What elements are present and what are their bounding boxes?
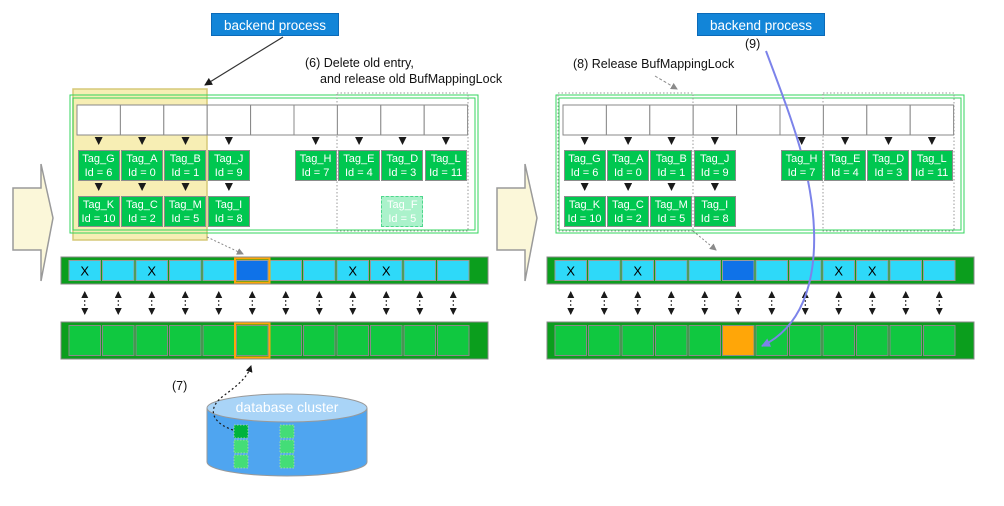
pool-page: [202, 325, 235, 356]
old-entry-partition-region: [822, 92, 955, 232]
descriptor-cell-target: [722, 260, 755, 281]
hash-slot: [119, 104, 165, 136]
pool-page: [588, 325, 621, 356]
disk-page-target: [233, 424, 249, 439]
invalid-mark: X: [566, 264, 575, 279]
hash-slot: [423, 104, 469, 136]
hash-slot: [649, 104, 694, 136]
hash-slot: [336, 104, 382, 136]
pool-page: [68, 325, 101, 356]
disk-page: [279, 439, 295, 454]
descriptor-cell: [621, 260, 654, 281]
descriptor-cell: [135, 260, 168, 281]
invalid-mark: X: [147, 264, 156, 279]
hash-slot: [692, 104, 738, 136]
disk-page: [233, 454, 249, 469]
disk-page: [279, 424, 295, 439]
pool-page: [135, 325, 168, 356]
descriptor-cell: [688, 260, 721, 281]
descriptor-cell: [68, 260, 101, 281]
hash-slot: [909, 104, 955, 136]
descriptor-cell: [789, 260, 822, 281]
pool-page: [169, 325, 202, 356]
hash-slot: [206, 104, 252, 136]
descriptor-cell: [822, 260, 855, 281]
step7-read-page-arrow: [212, 365, 253, 431]
descriptor-cell: [856, 260, 889, 281]
step9-read-arrow: [761, 50, 816, 347]
descriptor-cell: [889, 260, 922, 281]
descriptor-cell: [169, 260, 202, 281]
descriptor-cell: [102, 260, 135, 281]
descriptor-cell: [554, 260, 587, 281]
descriptor-cell: [923, 260, 956, 281]
invalid-mark: X: [868, 264, 877, 279]
pool-page: [370, 325, 403, 356]
descriptor-cell: [755, 260, 788, 281]
hash-slot: [605, 104, 651, 136]
descriptor-cell: [655, 260, 688, 281]
hash-slot: [866, 104, 911, 136]
invalid-mark: X: [633, 264, 642, 279]
pool-page: [554, 325, 587, 356]
invalid-mark: X: [80, 264, 89, 279]
descriptor-cell: [588, 260, 621, 281]
descriptor-cell: [336, 260, 369, 281]
flow-step-arrow: [496, 163, 538, 282]
buffer-table-outer: [69, 94, 479, 234]
descriptor-cell: [403, 260, 436, 281]
pool-page: [789, 325, 822, 356]
hash-slot: [736, 104, 781, 136]
descriptor-target-ring: [234, 257, 271, 284]
pool-page-target: [722, 325, 755, 356]
pool-page: [403, 325, 436, 356]
old-entry-partition-region: [336, 92, 469, 232]
hash-slot: [163, 104, 208, 136]
pool-page: [437, 325, 470, 356]
hash-slot: [380, 104, 425, 136]
region-to-target-link: [692, 230, 717, 251]
invalid-mark: X: [348, 264, 357, 279]
released-partition-region: [557, 92, 694, 232]
descriptor-cell: [370, 260, 403, 281]
descriptor-cell: [269, 260, 302, 281]
database-cluster-top: [206, 393, 368, 423]
pool-page: [923, 325, 956, 356]
buffer-table-outer: [555, 94, 965, 234]
pool-target-ring: [234, 322, 271, 359]
hash-slot: [562, 104, 607, 136]
pool-page: [655, 325, 688, 356]
invalid-mark: X: [834, 264, 843, 279]
region-to-target-link: [206, 236, 244, 255]
backend-callout-arrow: [204, 36, 284, 86]
descriptor-cell: [303, 260, 336, 281]
buffer-table-inner: [72, 97, 476, 231]
pool-page: [822, 325, 855, 356]
step8-callout-arrow: [654, 75, 678, 90]
flow-step-arrow: [12, 163, 54, 282]
disk-page: [233, 439, 249, 454]
pool-page: [336, 325, 369, 356]
descriptor-cell: [202, 260, 235, 281]
descriptor-cell: [437, 260, 470, 281]
pool-page-target: [236, 325, 269, 356]
buffer-table-inner: [558, 97, 962, 231]
hash-slot: [250, 104, 295, 136]
hash-slot: [822, 104, 868, 136]
pool-page: [856, 325, 889, 356]
disk-page: [279, 454, 295, 469]
pool-page: [889, 325, 922, 356]
pool-page: [303, 325, 336, 356]
pool-page: [621, 325, 654, 356]
invalid-mark: X: [382, 264, 391, 279]
hash-slot: [293, 104, 338, 136]
descriptor-cell-target: [236, 260, 269, 281]
pool-page: [102, 325, 135, 356]
pool-page: [269, 325, 302, 356]
hash-slot: [76, 104, 121, 136]
pool-page: [688, 325, 721, 356]
